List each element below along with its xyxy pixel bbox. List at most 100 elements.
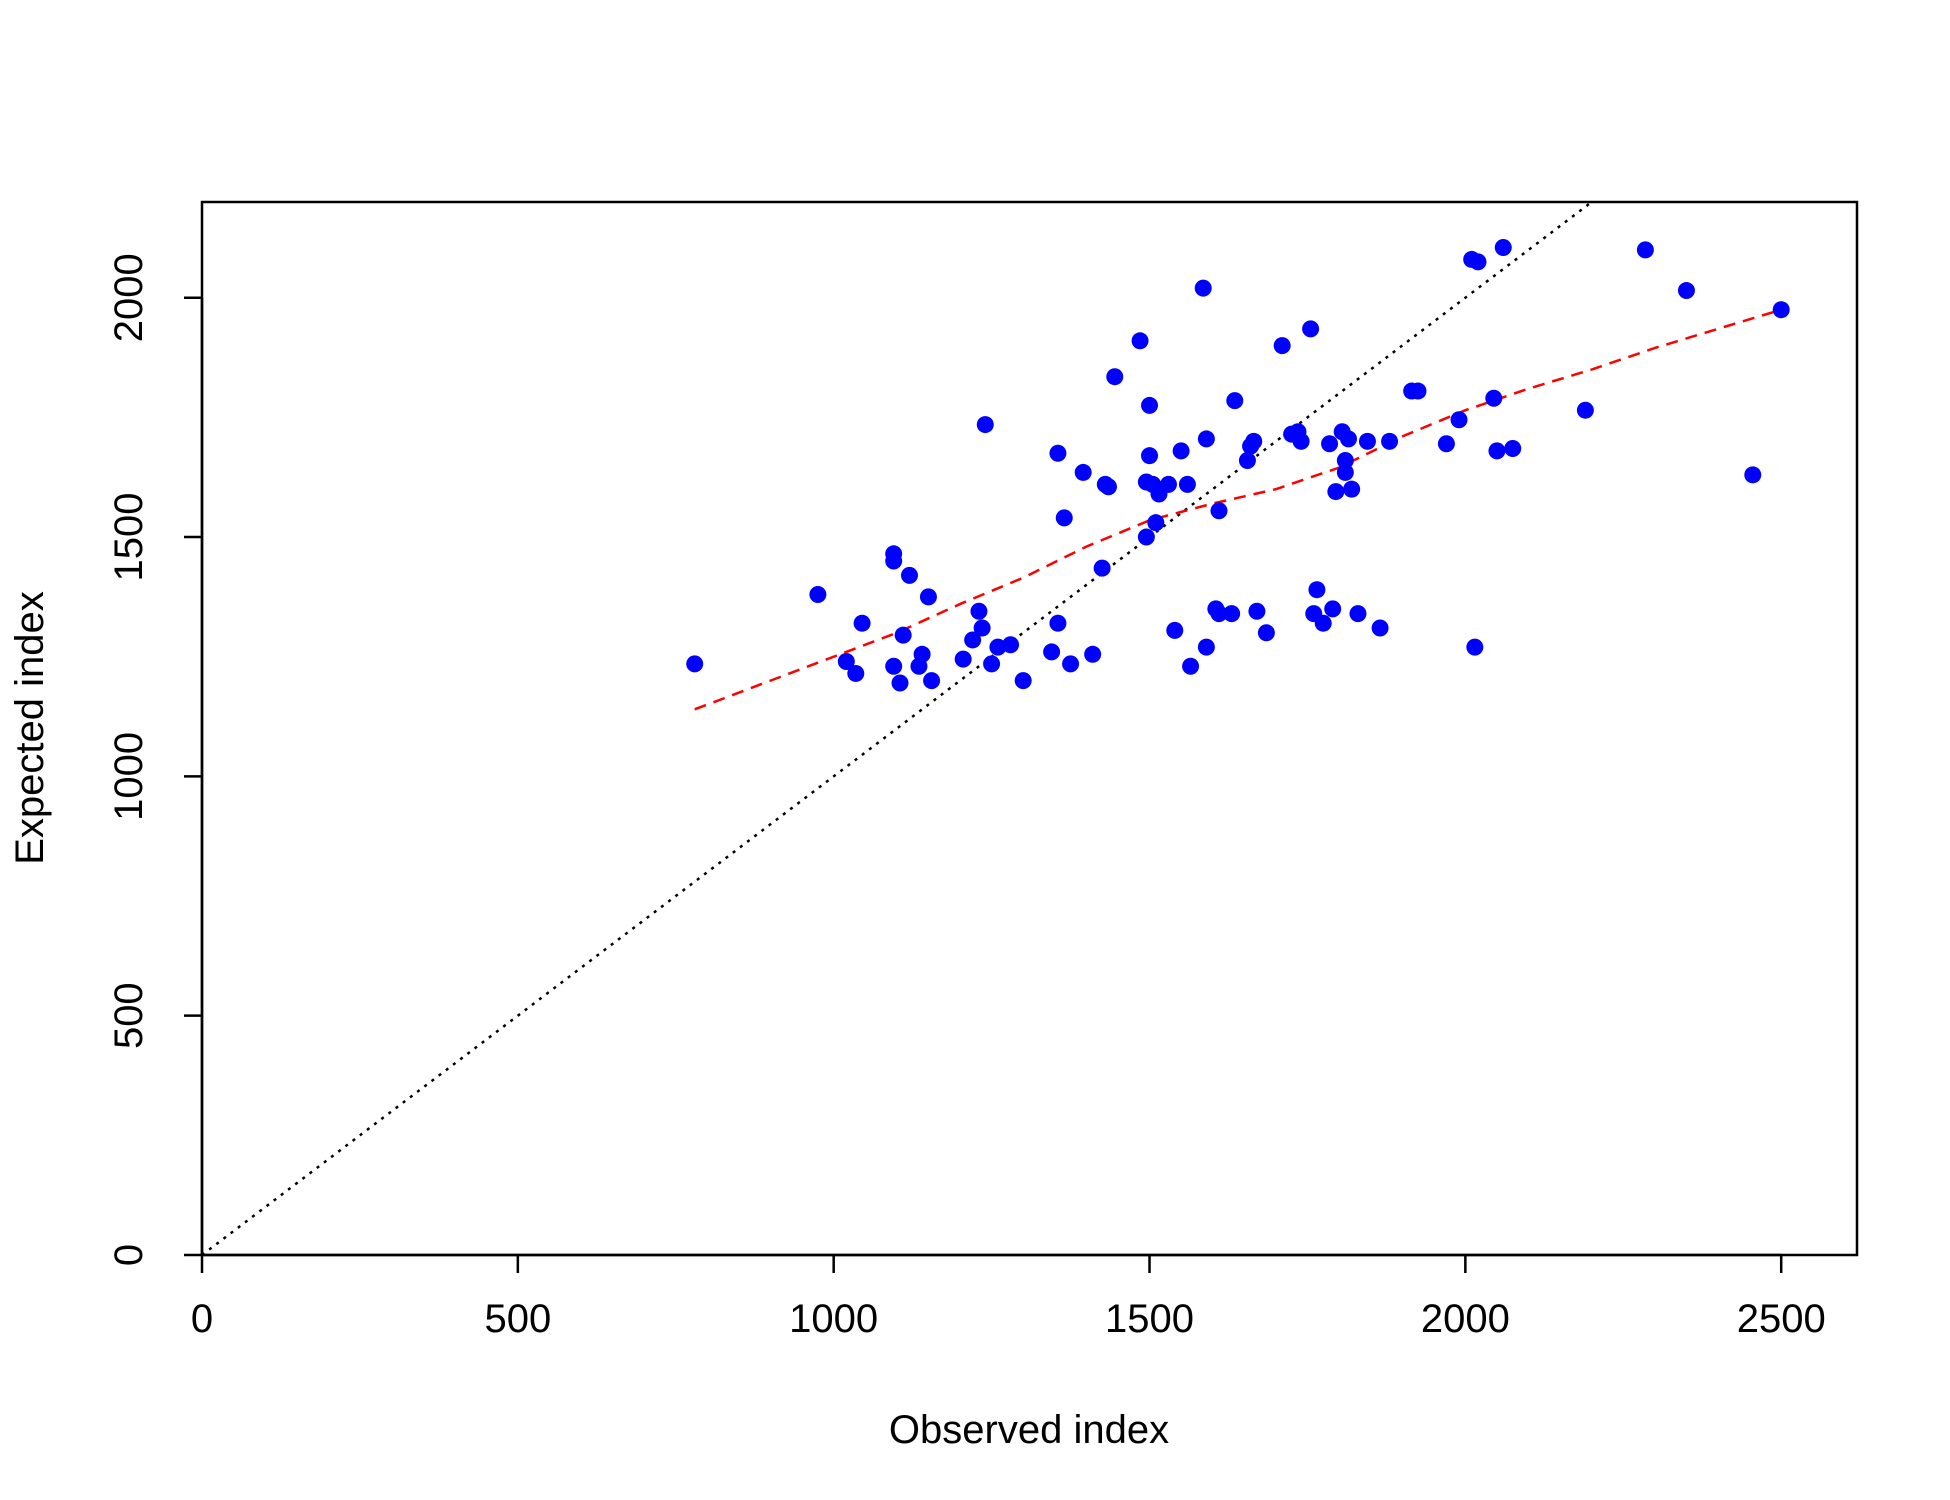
data-point [1744,466,1762,484]
plot-frame [200,200,1859,1257]
data-point [976,416,994,434]
data-point [954,650,972,668]
data-point [1450,411,1468,429]
data-point [913,645,931,663]
data-point [1314,614,1332,632]
data-point [1273,337,1291,355]
data-point [1137,528,1155,546]
data-point [1106,368,1124,386]
data-point [983,655,1001,673]
y-tick-label: 2000 [107,253,151,342]
data-point [837,652,855,670]
x-tick-label: 500 [484,1297,551,1341]
data-point [1327,483,1345,501]
data-point [1002,636,1020,654]
data-point [900,566,918,584]
data-point [1049,614,1067,632]
y-tick-label: 500 [107,982,151,1049]
data-point [1147,514,1165,532]
data-point [1349,605,1367,623]
data-point [1437,435,1455,453]
y-tick-label: 1500 [107,493,151,582]
data-point [1302,320,1320,338]
data-point [1226,392,1244,410]
data-point [1321,435,1339,453]
data-point [686,655,704,673]
data-point [1381,432,1399,450]
data-point [1371,619,1389,637]
data-point [1197,638,1215,656]
data-point [1099,478,1117,496]
data-point [1166,621,1184,639]
smooth-fit-line [694,308,1782,711]
data-point [1488,442,1506,460]
data-point [1141,396,1159,414]
data-point [1131,332,1149,350]
data-point [847,664,865,682]
data-point [1248,602,1266,620]
x-tick-label: 0 [191,1297,213,1341]
data-point [1062,655,1080,673]
data-point [1172,442,1190,460]
data-point [1210,605,1228,623]
data-point [1409,382,1427,400]
data-point [1772,301,1790,319]
y-axis-title: Expected index [8,591,52,865]
data-point [1257,624,1275,642]
x-tick-label: 2500 [1737,1297,1826,1341]
smooth-line-layer [694,308,1782,711]
data-point [1223,605,1241,623]
data-point [1485,389,1503,407]
data-point [970,602,988,620]
data-point [1141,447,1159,465]
data-point [1336,463,1354,481]
data-point [1014,672,1032,690]
data-point [1466,638,1484,656]
data-point [973,619,991,637]
data-point [891,674,909,692]
data-point [1494,238,1512,256]
y-axis: 0 500 1000 1500 2000 [107,253,204,1266]
data-point [1197,430,1215,448]
data-point [1043,643,1061,661]
data-point [894,626,912,644]
data-point [1677,282,1695,300]
x-axis: 0 500 1000 1500 2000 2500 [191,1253,1826,1341]
data-point [1159,475,1177,493]
data-points [686,238,1790,692]
data-point [1358,432,1376,450]
data-point [1055,509,1073,527]
data-point [1292,432,1310,450]
data-point [1343,480,1361,498]
data-point [1336,451,1354,469]
data-point [1194,279,1212,297]
data-point [1238,451,1256,469]
data-point [1339,430,1357,448]
x-tick-label: 1000 [789,1297,878,1341]
data-point [853,614,871,632]
data-point [1178,475,1196,493]
data-point [1504,439,1522,457]
y-tick-label: 0 [107,1244,151,1266]
data-point [1245,432,1263,450]
x-tick-label: 1500 [1105,1297,1194,1341]
data-point [1093,559,1111,577]
data-point [1084,645,1102,663]
data-point [919,588,937,606]
data-point [1049,444,1067,462]
data-point [1636,241,1654,259]
y-tick-label: 1000 [107,732,151,821]
identity-reference-line [202,202,1594,1255]
data-point [1308,581,1326,599]
data-point [1324,600,1342,618]
x-axis-title: Observed index [889,1408,1169,1452]
data-point [1074,463,1092,481]
data-point [989,638,1007,656]
x-tick-label: 2000 [1421,1297,1510,1341]
data-point [923,672,941,690]
reference-line-layer [202,202,1594,1255]
data-point [964,631,982,649]
data-point [885,657,903,675]
data-point [885,552,903,570]
